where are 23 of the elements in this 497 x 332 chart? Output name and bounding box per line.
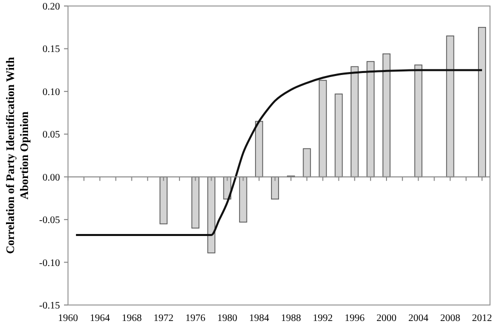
x-tick-label: 1968: [122, 313, 142, 324]
x-tick-label: 1976: [185, 313, 206, 324]
x-tick-label: 2000: [376, 313, 396, 324]
x-tick-label: 1960: [58, 313, 78, 324]
x-tick-label: 1988: [280, 313, 301, 324]
x-tick-label: 2004: [408, 313, 428, 324]
x-tick-label: 1964: [90, 313, 110, 324]
y-tick-label: 0.20: [42, 2, 60, 12]
y-tick-label: 0.05: [42, 130, 60, 141]
x-tick-label: 1992: [312, 313, 333, 324]
x-tick-label: 1984: [249, 313, 270, 324]
y-tick-label: 0.00: [42, 172, 60, 184]
y-tick-label: -0.10: [39, 258, 60, 269]
x-tick-label: 2012: [472, 313, 492, 324]
y-axis-title: Correlation of Party Identification With Abortion Opinion: [5, 56, 31, 254]
y-tick-label: 0.10: [42, 86, 60, 98]
x-tick-label: 1996: [344, 313, 365, 324]
x-tick-label: 1972: [154, 313, 174, 324]
y-tick-label: -0.15: [39, 300, 60, 312]
y-tick-label: 0.15: [42, 44, 60, 56]
x-tick-label: 1980: [217, 313, 238, 324]
x-tick-label: 2008: [440, 313, 460, 324]
y-tick-label: -0.05: [39, 215, 60, 226]
